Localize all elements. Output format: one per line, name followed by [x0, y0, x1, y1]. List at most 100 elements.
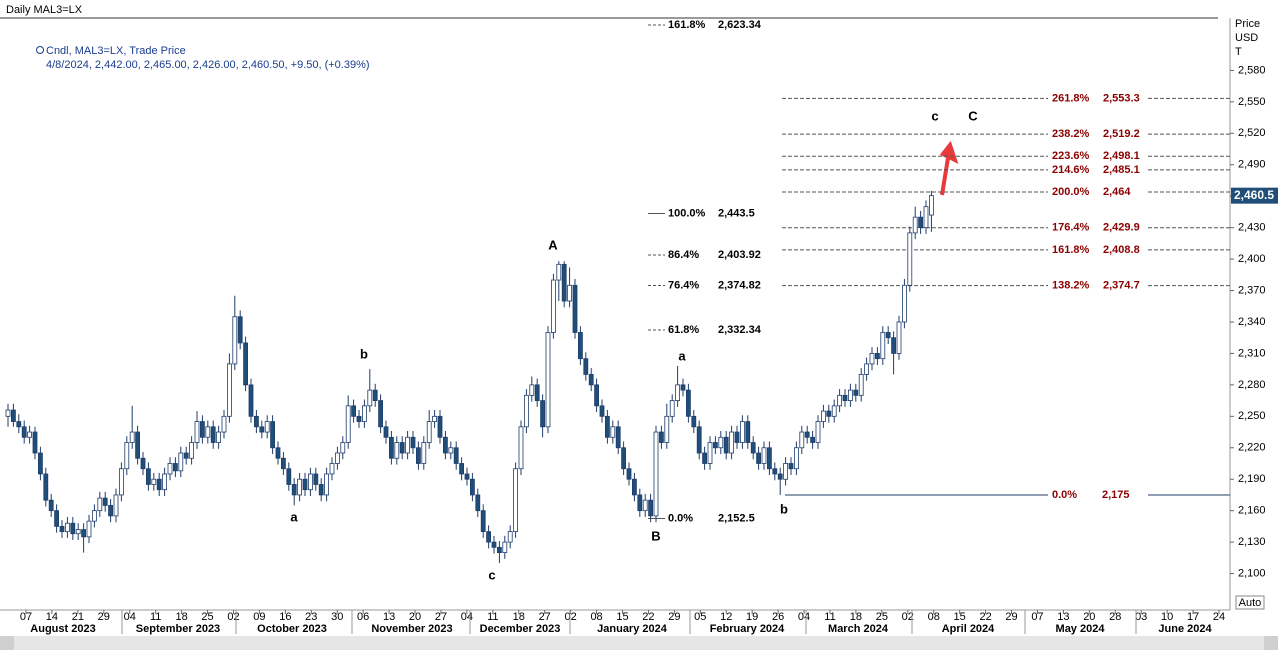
y-tick-label: 2,280 — [1238, 379, 1266, 391]
month-label: April 2024 — [942, 623, 995, 635]
candle-body — [885, 332, 891, 339]
candle-body — [783, 463, 788, 480]
x-tick-label: 11 — [487, 611, 498, 623]
y-tick-label: 2,130 — [1238, 536, 1266, 548]
candle-body — [794, 447, 799, 470]
x-tick-label: 28 — [1109, 611, 1121, 623]
candle-body — [178, 452, 184, 472]
y-tick-label: 2,580 — [1238, 64, 1266, 76]
candle-body — [680, 384, 686, 391]
candle-body — [756, 452, 761, 464]
candle-body — [361, 405, 367, 422]
candle-body — [880, 332, 886, 360]
x-tick-label: 18 — [513, 611, 525, 623]
candle-body — [513, 468, 518, 533]
candle-body — [831, 405, 837, 417]
candle-body — [918, 216, 923, 229]
x-tick-label: 29 — [1005, 611, 1017, 623]
candle-body — [502, 541, 508, 553]
scroll-right[interactable] — [1264, 636, 1278, 650]
month-label: September 2023 — [136, 623, 220, 635]
candle-body — [156, 478, 162, 491]
x-tick-label: 20 — [1083, 611, 1095, 623]
candle-body — [923, 206, 929, 229]
x-tick-label: 02 — [565, 611, 577, 623]
scroll-left[interactable] — [0, 636, 14, 650]
candle-body — [561, 263, 567, 302]
last-price-label: 2,460.5 — [1234, 188, 1274, 202]
candle-body — [702, 452, 707, 464]
y-tick-label: 2,490 — [1238, 159, 1266, 171]
x-tick-label: 25 — [876, 611, 888, 623]
x-tick-label: 29 — [668, 611, 680, 623]
auto-button[interactable] — [1235, 595, 1265, 610]
y-tick-label: 2,400 — [1238, 253, 1266, 265]
candle-body — [221, 415, 227, 433]
candle-body — [675, 384, 680, 401]
candle-body — [291, 484, 297, 496]
candle-body — [713, 442, 718, 449]
candle-body — [189, 442, 195, 459]
auto-button-label[interactable]: Auto — [1239, 597, 1262, 609]
candle-body — [92, 510, 97, 522]
candle-body — [524, 394, 529, 428]
candle-body — [610, 426, 616, 438]
fib-price: 2,403.92 — [718, 249, 761, 261]
candle-body — [286, 468, 292, 485]
fib-price: 2,374.82 — [718, 279, 761, 291]
y-tick-label: 2,370 — [1238, 284, 1266, 296]
candle-body — [599, 405, 605, 417]
wave-label: A — [548, 237, 558, 252]
candle-body — [767, 447, 772, 470]
fib-pct: 261.8% — [1052, 92, 1090, 104]
candle-body — [621, 447, 626, 470]
x-tick-label: 16 — [279, 611, 291, 623]
x-tick-label: 23 — [305, 611, 317, 623]
candle-body — [707, 442, 713, 464]
candle-body — [442, 436, 448, 454]
candle-body — [891, 337, 896, 354]
candle-body — [750, 442, 756, 454]
month-label: December 2023 — [480, 623, 561, 635]
candle-body — [410, 436, 416, 449]
scrollbar[interactable] — [0, 636, 1278, 650]
candle-body — [210, 426, 216, 443]
candle-body — [734, 431, 740, 443]
y-tick-label: 2,160 — [1238, 505, 1266, 517]
wave-label: c — [931, 108, 938, 123]
candle-body — [534, 384, 540, 401]
candle-body — [632, 478, 637, 496]
x-tick-label: 09 — [253, 611, 265, 623]
candle-body — [5, 409, 11, 417]
x-tick-label: 07 — [20, 611, 32, 623]
fib-price: 2,429.9 — [1103, 222, 1140, 234]
candle-body — [664, 415, 670, 443]
candle-body — [826, 410, 832, 417]
x-tick-label: 29 — [98, 611, 110, 623]
candle-body — [788, 463, 794, 470]
candle-body — [853, 389, 859, 396]
candle-body — [448, 447, 454, 454]
candle-body — [551, 279, 556, 333]
x-tick-label: 25 — [201, 611, 213, 623]
candle-body — [388, 436, 394, 459]
legend-icon — [36, 46, 44, 54]
candle-body — [848, 389, 853, 401]
candle-body — [86, 520, 92, 538]
candle-body — [81, 529, 86, 538]
candle-body — [696, 426, 702, 454]
axis-title: T — [1235, 46, 1242, 58]
x-tick-label: 18 — [850, 611, 862, 623]
candle-body — [459, 463, 465, 475]
chart-title: Daily MAL3=LX — [6, 4, 83, 16]
x-tick-label: 24 — [1213, 611, 1225, 623]
x-tick-label: 17 — [1187, 611, 1199, 623]
fib-pct: 138.2% — [1052, 280, 1090, 292]
last-price-box — [1231, 187, 1278, 204]
fib-pct: 200.0% — [1052, 186, 1090, 198]
candle-body — [637, 494, 643, 512]
candle-body — [469, 478, 475, 496]
candle-body — [378, 400, 384, 428]
